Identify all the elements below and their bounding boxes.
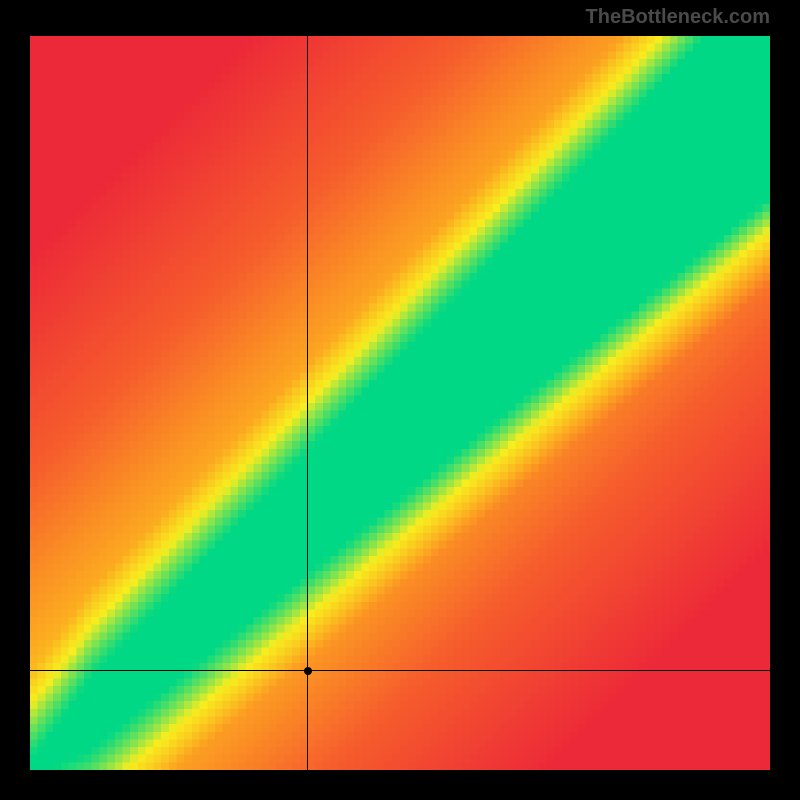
heatmap-canvas [30, 36, 770, 770]
heatmap-plot [30, 36, 770, 770]
watermark-text: TheBottleneck.com [586, 6, 770, 29]
crosshair-vertical [307, 36, 308, 770]
crosshair-horizontal [30, 670, 770, 671]
crosshair-marker [304, 667, 312, 675]
